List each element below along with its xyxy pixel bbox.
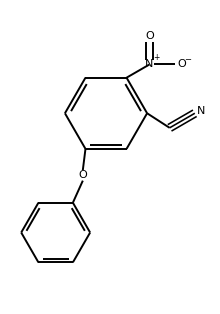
Text: O: O	[145, 31, 154, 41]
Text: −: −	[184, 55, 191, 64]
Text: +: +	[153, 53, 159, 62]
Text: O: O	[79, 171, 87, 180]
Text: N: N	[145, 59, 154, 69]
Text: O: O	[177, 59, 186, 69]
Text: N: N	[196, 106, 205, 116]
